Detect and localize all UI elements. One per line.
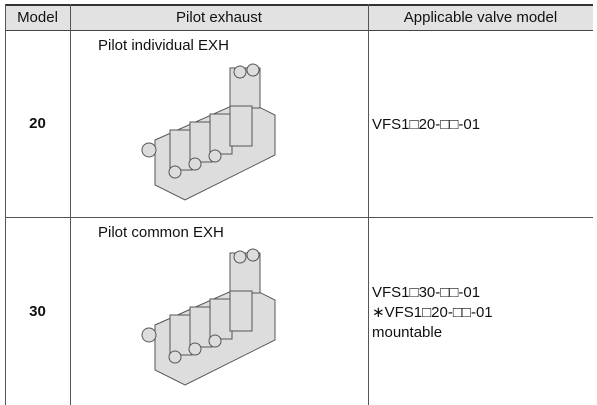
border	[5, 217, 593, 218]
model-cell: 30	[29, 303, 46, 320]
valve-cell: VFS1□20-□□-01	[372, 115, 480, 135]
valve-line: VFS1□30-□□-01	[372, 284, 481, 301]
valve-line: ∗VFS1□20-□□-01	[372, 304, 493, 321]
header-cell: Pilot exhaust	[176, 9, 262, 26]
border	[70, 4, 71, 405]
border	[368, 4, 369, 405]
valve-cell: VFS1□30-□□-01 ∗VFS1□20-□□-01 mountable	[372, 283, 493, 343]
header-cell: Model	[17, 9, 58, 26]
model-cell: 20	[29, 115, 46, 132]
manifold-illustration	[141, 63, 276, 201]
valve-line: VFS1□20-□□-01	[372, 116, 481, 133]
border	[5, 4, 6, 405]
header-cell: Applicable valve model	[403, 9, 558, 26]
header-row	[5, 4, 593, 31]
exhaust-label: Pilot common EXH	[98, 224, 224, 241]
valve-line: mountable	[372, 324, 443, 341]
exhaust-label: Pilot individual EXH	[98, 37, 229, 54]
manifold-illustration	[141, 248, 276, 386]
